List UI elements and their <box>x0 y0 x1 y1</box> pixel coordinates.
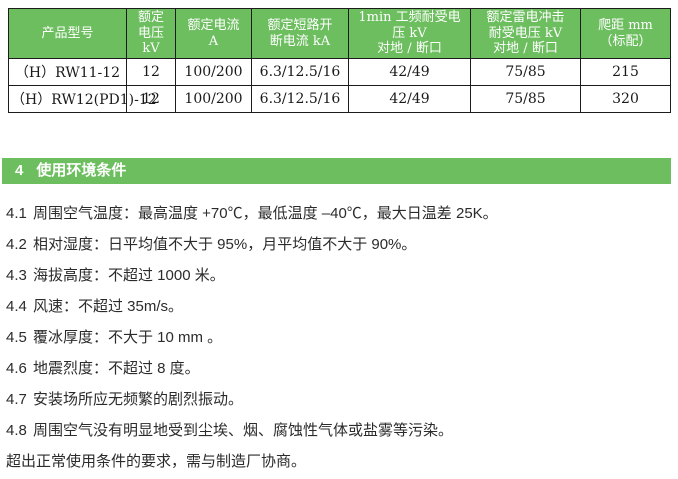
condition-item: 4.1 周围空气温度：最高温度 +70℃，最低温度 –40℃，最大日温差 25K。 <box>6 198 672 229</box>
header-power-freq-withstand: 1min 工频耐受电 压 kV 对地 / 断口 <box>348 8 471 59</box>
condition-number: 4.7 <box>6 391 27 408</box>
product-spec-table: 产品型号 额定 电压 kV 额定电流 A 额定短路开 断电流 kA 1min 工… <box>8 8 671 113</box>
table-row: （H）RW11-12 12 100/200 6.3/12.5/16 42/49 … <box>8 58 671 86</box>
condition-item: 4.2 相对湿度：日平均值不大于 95%，月平均值不大于 90%。 <box>6 229 672 260</box>
condition-number: 4.3 <box>6 267 27 284</box>
condition-text: 海拔高度：不超过 1000 米。 <box>33 267 225 284</box>
header-lightning-impulse-label: 额定雷电冲击 耐受电压 kV 对地 / 断口 <box>486 10 565 57</box>
condition-item: 4.5 覆冰厚度：不大于 10 mm 。 <box>6 322 672 353</box>
condition-text: 周围空气没有明显地受到尘埃、烟、腐蚀性气体或盐雾等污染。 <box>33 422 454 439</box>
header-breaking-current-label: 额定短路开 断电流 kA <box>267 18 333 49</box>
cell-breaking-current: 6.3/12.5/16 <box>251 58 349 86</box>
header-rated-voltage-label: 额定 电压 kV <box>137 10 164 57</box>
condition-item: 4.7 安装场所应无频繁的剧烈振动。 <box>6 384 672 415</box>
product-spec-table-wrap: 产品型号 额定 电压 kV 额定电流 A 额定短路开 断电流 kA 1min 工… <box>8 8 671 113</box>
cell-creepage: 215 <box>580 58 671 86</box>
cell-current: 100/200 <box>175 85 252 113</box>
cell-creepage: 320 <box>580 85 671 113</box>
cell-voltage: 12 <box>126 85 176 113</box>
header-rated-current: 额定电流 A <box>175 8 252 59</box>
condition-number: 4.5 <box>6 329 27 346</box>
condition-text: 风速：不超过 35m/s。 <box>33 298 184 315</box>
cell-lightning: 75/85 <box>470 85 581 113</box>
condition-text: 周围空气温度：最高温度 +70℃，最低温度 –40℃，最大日温差 25K。 <box>33 205 498 222</box>
condition-text: 地震烈度：不超过 8 度。 <box>33 360 200 377</box>
header-creepage-distance-label: 爬距 mm （标配） <box>598 18 653 49</box>
cell-model: （H）RW11-12 <box>8 58 127 86</box>
header-rated-voltage: 额定 电压 kV <box>126 8 176 59</box>
cell-power-freq: 42/49 <box>348 58 471 86</box>
header-creepage-distance: 爬距 mm （标配） <box>580 8 671 59</box>
condition-item: 4.6 地震烈度：不超过 8 度。 <box>6 353 672 384</box>
cell-lightning: 75/85 <box>470 58 581 86</box>
condition-number: 4.8 <box>6 422 27 439</box>
cell-current: 100/200 <box>175 58 252 86</box>
cell-power-freq: 42/49 <box>348 85 471 113</box>
condition-item: 4.4 风速：不超过 35m/s。 <box>6 291 672 322</box>
section-title: 使用环境条件 <box>36 162 127 179</box>
footer-note: 超出正常使用条件的要求，需与制造厂协商。 <box>6 453 307 470</box>
conditions-list: 4.1 周围空气温度：最高温度 +70℃，最低温度 –40℃，最大日温差 25K。… <box>6 198 672 477</box>
header-power-freq-withstand-label: 1min 工频耐受电 压 kV 对地 / 断口 <box>358 10 461 57</box>
condition-number: 4.6 <box>6 360 27 377</box>
header-breaking-current: 额定短路开 断电流 kA <box>251 8 349 59</box>
condition-number: 4.2 <box>6 236 27 253</box>
cell-model: （H）RW12(PD1)-12 <box>8 85 157 113</box>
cell-breaking-current: 6.3/12.5/16 <box>251 85 349 113</box>
cell-voltage: 12 <box>126 58 176 86</box>
condition-text: 相对湿度：日平均值不大于 95%，月平均值不大于 90%。 <box>33 236 417 253</box>
condition-number: 4.4 <box>6 298 27 315</box>
header-product-model-label: 产品型号 <box>41 25 94 41</box>
condition-text: 覆冰厚度：不大于 10 mm 。 <box>33 329 223 346</box>
header-lightning-impulse: 额定雷电冲击 耐受电压 kV 对地 / 断口 <box>470 8 581 59</box>
table-row: （H）RW12(PD1)-12 12 100/200 6.3/12.5/16 4… <box>8 85 671 113</box>
condition-item: 4.8 周围空气没有明显地受到尘埃、烟、腐蚀性气体或盐雾等污染。 <box>6 415 672 446</box>
section-number: 4 <box>15 162 24 179</box>
table-header-row: 产品型号 额定 电压 kV 额定电流 A 额定短路开 断电流 kA 1min 工… <box>8 8 671 59</box>
condition-number: 4.1 <box>6 205 27 222</box>
section-banner: 4 使用环境条件 <box>2 158 671 184</box>
header-rated-current-label: 额定电流 A <box>187 18 240 49</box>
condition-text: 安装场所应无频繁的剧烈振动。 <box>33 391 244 408</box>
header-product-model: 产品型号 <box>8 8 127 59</box>
condition-item: 4.3 海拔高度：不超过 1000 米。 <box>6 260 672 291</box>
